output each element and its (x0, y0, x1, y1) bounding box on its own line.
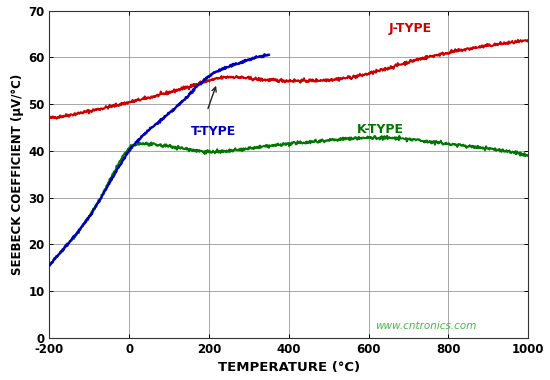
Text: J-TYPE: J-TYPE (388, 22, 432, 35)
Text: www.cntronics.com: www.cntronics.com (375, 321, 476, 331)
Text: K-TYPE: K-TYPE (356, 123, 404, 136)
X-axis label: TEMPERATURE (°C): TEMPERATURE (°C) (218, 361, 360, 374)
Text: T-TYPE: T-TYPE (191, 125, 236, 138)
Y-axis label: SEEBECK COEFFICIENT (μV/°C): SEEBECK COEFFICIENT (μV/°C) (11, 74, 24, 275)
